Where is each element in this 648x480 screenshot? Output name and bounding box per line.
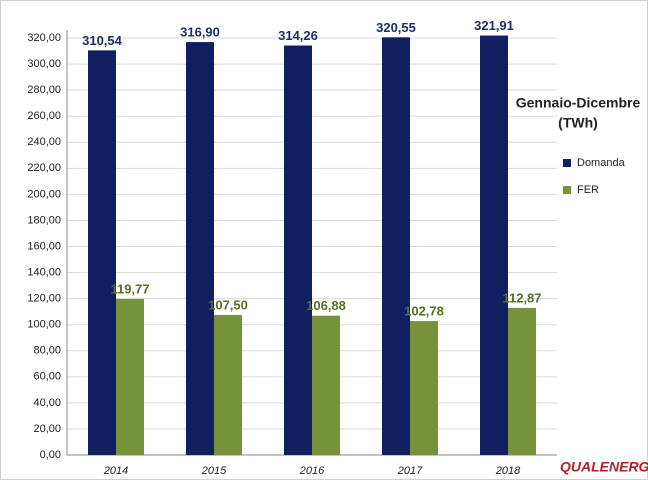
- data-label: 321,91: [474, 18, 514, 33]
- y-tick-label: 240,00: [27, 136, 61, 148]
- y-tick-label: 300,00: [27, 58, 61, 70]
- legend-label: FER: [577, 184, 599, 196]
- data-label: 107,50: [208, 297, 248, 312]
- data-label: 106,88: [306, 298, 346, 313]
- y-tick-label: 140,00: [27, 266, 61, 278]
- legend-swatch: [563, 186, 571, 194]
- chart-subtitle: (TWh): [558, 115, 598, 131]
- x-tick-label: 2014: [103, 465, 128, 477]
- bar: [284, 45, 312, 455]
- y-tick-label: 100,00: [27, 319, 61, 331]
- data-label: 314,26: [278, 28, 318, 43]
- y-tick-label: 40,00: [33, 397, 61, 409]
- chart-title: Gennaio-Dicembre: [516, 95, 641, 111]
- y-tick-label: 20,00: [33, 423, 61, 435]
- data-label: 320,55: [376, 20, 416, 35]
- y-tick-label: 80,00: [33, 345, 61, 357]
- x-tick-label: 2017: [397, 465, 423, 477]
- y-tick-label: 280,00: [27, 84, 61, 96]
- data-label: 119,77: [110, 281, 149, 296]
- x-tick-label: 2018: [495, 465, 521, 477]
- y-tick-label: 320,00: [27, 32, 61, 44]
- x-tick-label: 2015: [201, 465, 227, 477]
- y-tick-label: 60,00: [33, 371, 61, 383]
- legend-swatch: [563, 159, 571, 167]
- y-tick-label: 260,00: [27, 110, 61, 122]
- bar: [186, 42, 214, 455]
- y-tick-label: 220,00: [27, 162, 61, 174]
- data-label: 112,87: [502, 290, 541, 305]
- x-tick-label: 2016: [299, 465, 325, 477]
- bar: [480, 35, 508, 456]
- y-tick-label: 200,00: [27, 188, 61, 200]
- y-tick-label: 180,00: [27, 214, 61, 226]
- bar: [312, 315, 340, 455]
- y-tick-label: 120,00: [27, 293, 61, 305]
- legend-label: Domanda: [577, 157, 626, 169]
- watermark: QUALENERGIA.it: [560, 459, 648, 475]
- bar: [382, 37, 410, 456]
- bar: [116, 298, 144, 455]
- bar: [214, 314, 242, 455]
- y-tick-label: 0,00: [40, 449, 61, 461]
- bar: [88, 50, 116, 456]
- bar: [410, 321, 438, 455]
- bar: [508, 307, 536, 455]
- data-label: 316,90: [180, 25, 220, 40]
- y-tick-label: 160,00: [27, 240, 61, 252]
- data-label: 102,78: [404, 304, 444, 319]
- data-label: 310,54: [82, 33, 123, 48]
